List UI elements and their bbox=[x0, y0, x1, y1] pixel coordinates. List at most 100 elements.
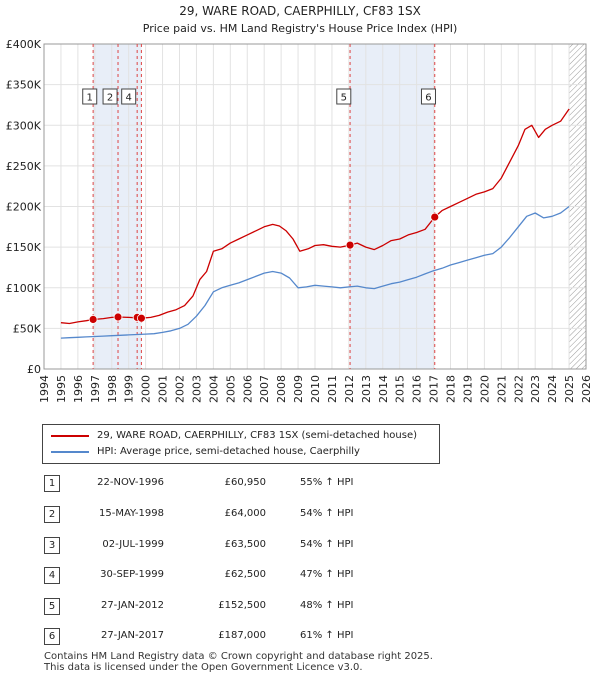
transaction-date: 15-MAY-1998 bbox=[98, 508, 164, 519]
transaction-date: 27-JAN-2012 bbox=[100, 600, 164, 611]
series-line bbox=[60, 108, 570, 325]
y-tick-label: £300K bbox=[6, 119, 42, 132]
y-tick-label: £0 bbox=[27, 363, 41, 376]
transaction-hpi: 61% ↑ HPI bbox=[300, 630, 354, 641]
marker-box-label: 4 bbox=[126, 93, 132, 104]
sale-point bbox=[345, 240, 355, 250]
chart-title: 29, WARE ROAD, CAERPHILLY, CF83 1SX bbox=[179, 4, 421, 18]
x-tick-label: 2013 bbox=[360, 375, 373, 403]
y-tick-label: £100K bbox=[6, 282, 42, 295]
marker-box bbox=[121, 88, 137, 105]
sale-point bbox=[430, 212, 440, 222]
x-tick-label: 2021 bbox=[495, 375, 508, 403]
x-tick-label: 2010 bbox=[309, 375, 322, 403]
x-tick-label: 1999 bbox=[123, 375, 136, 403]
sale-point bbox=[88, 315, 98, 324]
table-row: 1 22-NOV-1996 £60,950 55% ↑ HPI bbox=[0, 473, 600, 495]
y-tick-label: £200K bbox=[6, 201, 42, 214]
transaction-price: £60,950 bbox=[224, 477, 266, 488]
x-tick-label: 2025 bbox=[563, 375, 576, 403]
y-tick-label: £400K bbox=[6, 38, 42, 51]
transaction-price: £62,500 bbox=[224, 569, 266, 580]
transaction-price: £64,000 bbox=[224, 508, 266, 519]
legend-label-property: 29, WARE ROAD, CAERPHILLY, CF83 1SX (sem… bbox=[97, 430, 418, 441]
x-tick-label: 1994 bbox=[38, 375, 51, 403]
marker-box bbox=[82, 88, 98, 105]
x-tick-label: 2009 bbox=[292, 375, 305, 403]
transaction-number: 1 bbox=[44, 475, 60, 492]
x-tick-label: 2018 bbox=[445, 375, 458, 403]
x-tick-label: 2014 bbox=[377, 375, 390, 403]
x-tick-label: 1995 bbox=[55, 375, 68, 403]
y-tick-label: £250K bbox=[6, 160, 42, 173]
transaction-date: 27-JAN-2017 bbox=[100, 630, 164, 641]
x-tick-label: 2003 bbox=[190, 375, 203, 403]
x-tick-label: 2017 bbox=[428, 375, 441, 403]
price-chart: 29, WARE ROAD, CAERPHILLY, CF83 1SX Pric… bbox=[6, 4, 593, 403]
x-tick-label: 2022 bbox=[512, 375, 525, 403]
plot-frame bbox=[43, 43, 587, 370]
marker-box bbox=[420, 88, 436, 105]
x-tick-label: 2012 bbox=[343, 375, 356, 403]
x-tick-label: 2007 bbox=[258, 375, 271, 403]
x-tick-label: 2023 bbox=[529, 375, 542, 403]
x-tick-label: 2020 bbox=[478, 375, 491, 403]
table-row: 6 27-JAN-2017 £187,000 61% ↑ HPI bbox=[0, 626, 600, 648]
series-line bbox=[60, 205, 570, 339]
transaction-hpi: 48% ↑ HPI bbox=[300, 600, 354, 611]
y-tick-label: £350K bbox=[6, 79, 42, 92]
transaction-date: 30-SEP-1999 bbox=[100, 569, 164, 580]
marker-box-label: 5 bbox=[341, 93, 347, 104]
transaction-hpi: 54% ↑ HPI bbox=[300, 539, 354, 550]
legend: 29, WARE ROAD, CAERPHILLY, CF83 1SX (sem… bbox=[42, 424, 440, 464]
transaction-number: 3 bbox=[44, 537, 60, 554]
transaction-price: £63,500 bbox=[224, 539, 266, 550]
x-tick-label: 2005 bbox=[224, 375, 237, 403]
x-tick-label: 1996 bbox=[72, 375, 85, 403]
x-tick-label: 2008 bbox=[275, 375, 288, 403]
transaction-price: £187,000 bbox=[218, 630, 266, 641]
table-row: 2 15-MAY-1998 £64,000 54% ↑ HPI bbox=[0, 504, 600, 526]
x-tick-label: 2004 bbox=[207, 375, 220, 403]
x-tick-label: 2024 bbox=[546, 375, 559, 403]
footer-licence: This data is licensed under the Open Gov… bbox=[44, 662, 363, 673]
transaction-number: 2 bbox=[44, 506, 60, 523]
chart-subtitle: Price paid vs. HM Land Registry's House … bbox=[143, 22, 458, 35]
transaction-number: 4 bbox=[44, 567, 60, 584]
x-tick-label: 2016 bbox=[411, 375, 424, 403]
x-tick-label: 2000 bbox=[140, 375, 153, 403]
x-tick-label: 1998 bbox=[106, 375, 119, 403]
transaction-number: 6 bbox=[44, 628, 60, 645]
y-tick-label: £150K bbox=[6, 241, 42, 254]
table-row: 4 30-SEP-1999 £62,500 47% ↑ HPI bbox=[0, 565, 600, 587]
legend-swatch-property bbox=[51, 435, 89, 437]
transaction-date: 02-JUL-1999 bbox=[102, 539, 164, 550]
footer: Contains HM Land Registry data © Crown c… bbox=[44, 651, 433, 673]
x-tick-label: 2015 bbox=[394, 375, 407, 403]
x-tick-label: 2026 bbox=[580, 375, 593, 403]
footer-copyright: Contains HM Land Registry data © Crown c… bbox=[44, 651, 433, 662]
table-row: 5 27-JAN-2012 £152,500 48% ↑ HPI bbox=[0, 596, 600, 618]
transaction-number: 5 bbox=[44, 598, 60, 615]
x-tick-label: 2002 bbox=[174, 375, 187, 403]
x-tick-label: 2019 bbox=[461, 375, 474, 403]
y-tick-label: £50K bbox=[13, 322, 42, 335]
transaction-price: £152,500 bbox=[218, 600, 266, 611]
transaction-hpi: 54% ↑ HPI bbox=[300, 508, 354, 519]
legend-swatch-hpi bbox=[51, 451, 89, 453]
marker-box bbox=[102, 88, 118, 105]
marker-box bbox=[336, 88, 352, 105]
marker-box-label: 6 bbox=[425, 93, 431, 104]
transaction-hpi: 47% ↑ HPI bbox=[300, 569, 354, 580]
x-tick-label: 2001 bbox=[157, 375, 170, 403]
transaction-hpi: 55% ↑ HPI bbox=[300, 477, 354, 488]
marker-box-label: 1 bbox=[87, 93, 93, 104]
sale-point bbox=[113, 312, 123, 322]
sale-point bbox=[136, 313, 146, 323]
x-tick-label: 2006 bbox=[241, 375, 254, 403]
x-tick-label: 2011 bbox=[326, 375, 339, 403]
transaction-date: 22-NOV-1996 bbox=[97, 477, 164, 488]
legend-label-hpi: HPI: Average price, semi-detached house,… bbox=[97, 446, 360, 457]
marker-box-label: 2 bbox=[107, 93, 113, 104]
table-row: 3 02-JUL-1999 £63,500 54% ↑ HPI bbox=[0, 535, 600, 557]
